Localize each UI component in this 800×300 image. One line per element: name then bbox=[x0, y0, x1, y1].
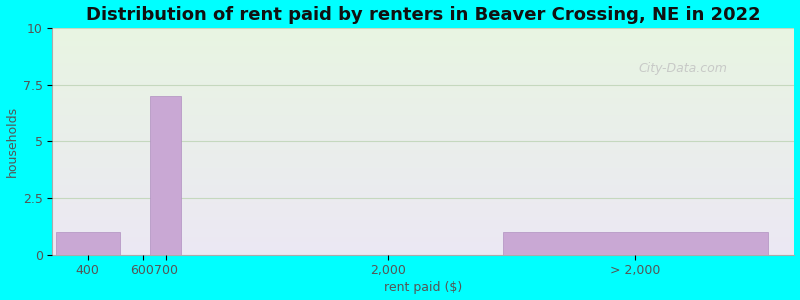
X-axis label: rent paid ($): rent paid ($) bbox=[384, 281, 462, 294]
Y-axis label: households: households bbox=[6, 106, 18, 177]
Title: Distribution of rent paid by renters in Beaver Crossing, NE in 2022: Distribution of rent paid by renters in … bbox=[86, 6, 761, 24]
Bar bbox=[503, 232, 768, 255]
Bar bbox=[56, 232, 119, 255]
Bar bbox=[150, 96, 181, 255]
Text: City-Data.com: City-Data.com bbox=[638, 62, 727, 75]
